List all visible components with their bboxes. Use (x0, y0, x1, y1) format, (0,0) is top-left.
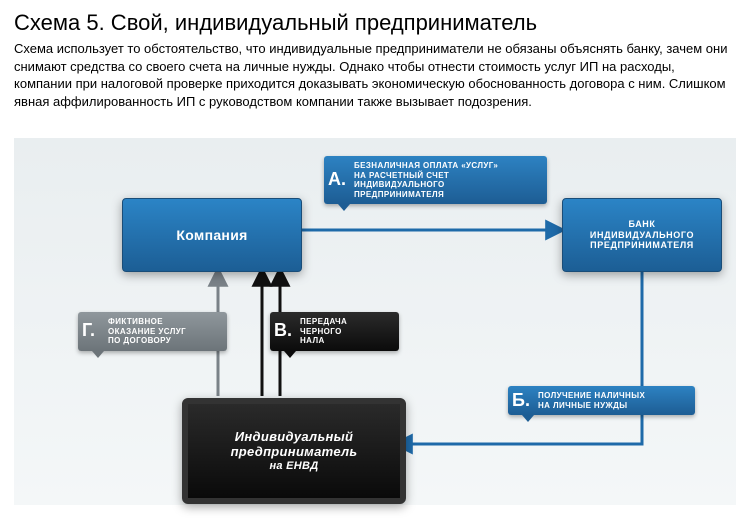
callout-a-letter: А. (328, 170, 346, 188)
diagram-canvas: Компания БАНК ИНДИВИДУАЛЬНОГО ПРЕДПРИНИМ… (14, 138, 736, 505)
node-ip-l1: Индивидуальный (235, 430, 354, 445)
callout-a-t2: на расчетный счет индивидуального (354, 171, 540, 190)
callout-a-tail (338, 204, 350, 211)
node-ip: Индивидуальный предприниматель на ЕНВД (182, 398, 406, 504)
node-ip-l3: на ЕНВД (269, 460, 318, 473)
callout-v-t3: нала (300, 336, 392, 346)
callout-v-t2: черного (300, 327, 392, 337)
callout-g-t3: по договору (108, 336, 220, 346)
node-bank: БАНК ИНДИВИДУАЛЬНОГО ПРЕДПРИНИМАТЕЛЯ (562, 198, 722, 272)
node-company-label: Компания (176, 227, 247, 243)
edge-b (396, 270, 642, 444)
node-company: Компания (122, 198, 302, 272)
callout-g-tail (92, 351, 104, 358)
node-bank-l2: ИНДИВИДУАЛЬНОГО (590, 230, 694, 240)
callout-a-t3: предпринимателя (354, 190, 540, 200)
callout-v-tail (284, 351, 296, 358)
scheme-description: Схема использует то обстоятельство, что … (0, 40, 750, 118)
callout-v: В. Передача черного нала (270, 312, 399, 351)
node-bank-l3: ПРЕДПРИНИМАТЕЛЯ (590, 240, 694, 250)
callout-b-t1: Получение наличных (538, 391, 688, 401)
scheme-title: Схема 5. Свой, индивидуальный предприним… (0, 0, 750, 40)
callout-g-t2: оказание услуг (108, 327, 220, 337)
callout-v-letter: В. (274, 321, 292, 339)
callout-v-t1: Передача (300, 317, 392, 327)
callout-b-letter: Б. (512, 391, 530, 409)
callout-g: Г. Фиктивное оказание услуг по договору (78, 312, 227, 351)
callout-a: А. Безналичная оплата «услуг» на расчетн… (324, 156, 547, 204)
callout-b-tail (522, 415, 534, 422)
callout-b-t2: на личные нужды (538, 401, 688, 411)
callout-b: Б. Получение наличных на личные нужды (508, 386, 695, 415)
page: Схема 5. Свой, индивидуальный предприним… (0, 0, 750, 519)
node-ip-l2: предприниматель (231, 445, 358, 460)
callout-a-t1: Безналичная оплата «услуг» (354, 161, 540, 171)
callout-g-letter: Г. (82, 321, 95, 339)
callout-g-t1: Фиктивное (108, 317, 220, 327)
node-bank-l1: БАНК (628, 219, 655, 229)
